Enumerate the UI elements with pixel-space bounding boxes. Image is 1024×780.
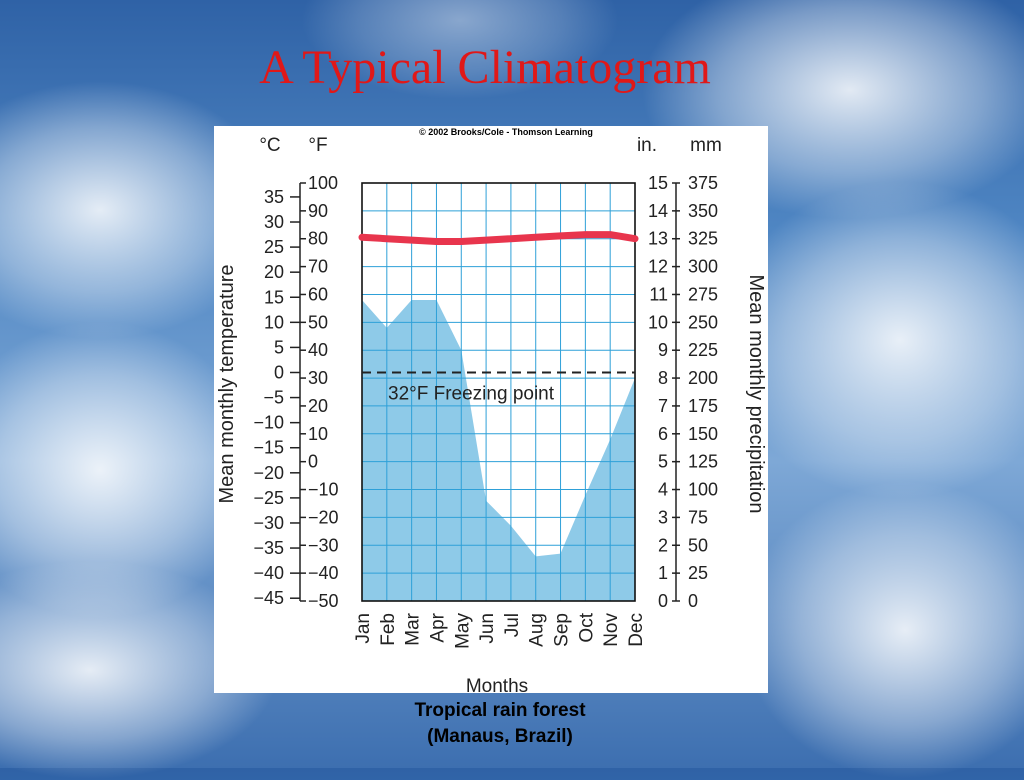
month-tick-label: Oct bbox=[576, 612, 597, 642]
mm-tick-label: 325 bbox=[688, 229, 718, 249]
inch-tick-label: 14 bbox=[648, 201, 668, 221]
chart-svg: © 2002 Brooks/Cole - Thomson Learning °C… bbox=[216, 127, 767, 693]
mm-tick-label: 150 bbox=[688, 424, 718, 444]
climatogram-chart: © 2002 Brooks/Cole - Thomson Learning °C… bbox=[214, 126, 768, 693]
mm-tick-label: 100 bbox=[688, 480, 718, 500]
month-tick-label: Sep bbox=[552, 613, 573, 647]
fahrenheit-tick-label: 40 bbox=[308, 340, 328, 360]
inch-tick-label: 9 bbox=[658, 340, 668, 360]
mm-tick-label: 125 bbox=[688, 452, 718, 472]
month-tick-label: Aug bbox=[527, 613, 548, 647]
month-tick-label: Nov bbox=[601, 613, 622, 647]
month-tick-label: Jun bbox=[477, 613, 498, 644]
precipitation-area bbox=[362, 300, 635, 601]
celsius-tick-label: −20 bbox=[253, 463, 284, 483]
fahrenheit-tick-label: 10 bbox=[308, 424, 328, 444]
inch-tick-label: 0 bbox=[658, 591, 668, 611]
celsius-tick-label: 0 bbox=[274, 362, 284, 382]
fahrenheit-tick-label: 70 bbox=[308, 257, 328, 277]
fahrenheit-tick-label: 90 bbox=[308, 201, 328, 221]
celsius-tick-label: −25 bbox=[253, 488, 284, 508]
y-axis-left-title: Mean monthly temperature bbox=[216, 264, 238, 503]
mm-tick-label: 250 bbox=[688, 312, 718, 332]
celsius-tick-label: −35 bbox=[253, 538, 284, 558]
inch-tick-label: 1 bbox=[658, 563, 668, 583]
inch-tick-label: 12 bbox=[648, 257, 668, 277]
celsius-tick-label: −10 bbox=[253, 413, 284, 433]
inches-unit-label: in. bbox=[637, 135, 657, 156]
fahrenheit-tick-label: 80 bbox=[308, 229, 328, 249]
fahrenheit-tick-label: 30 bbox=[308, 368, 328, 388]
freezing-point-label: 32°F Freezing point bbox=[388, 383, 555, 404]
inch-tick-label: 10 bbox=[648, 312, 668, 332]
celsius-tick-label: 30 bbox=[264, 212, 284, 232]
celsius-tick-label: −5 bbox=[263, 388, 284, 408]
celsius-unit-label: °C bbox=[259, 135, 280, 156]
month-tick-label: Dec bbox=[626, 613, 647, 647]
mm-tick-label: 225 bbox=[688, 340, 718, 360]
mm-unit-label: mm bbox=[690, 135, 722, 156]
y-axis-right-title: Mean monthly precipitation bbox=[745, 274, 767, 513]
inch-tick-label: 2 bbox=[658, 535, 668, 555]
slide-title: A Typical Climatogram bbox=[259, 41, 711, 94]
caption-line-1: Tropical rain forest bbox=[414, 700, 586, 721]
fahrenheit-unit-label: °F bbox=[308, 135, 327, 156]
fahrenheit-tick-label: −30 bbox=[308, 535, 339, 555]
mm-tick-label: 200 bbox=[688, 368, 718, 388]
x-axis-title: Months bbox=[466, 676, 528, 693]
celsius-tick-label: 15 bbox=[264, 287, 284, 307]
mm-tick-label: 375 bbox=[688, 173, 718, 193]
mm-tick-label: 50 bbox=[688, 535, 708, 555]
mm-tick-label: 350 bbox=[688, 201, 718, 221]
fahrenheit-tick-label: −50 bbox=[308, 591, 339, 611]
celsius-tick-label: 25 bbox=[264, 237, 284, 257]
celsius-tick-label: 35 bbox=[264, 187, 284, 207]
month-tick-label: Apr bbox=[428, 612, 449, 642]
celsius-tick-label: 5 bbox=[274, 337, 284, 357]
fahrenheit-tick-label: 20 bbox=[308, 396, 328, 416]
fahrenheit-tick-label: 60 bbox=[308, 284, 328, 304]
mm-tick-label: 275 bbox=[688, 284, 718, 304]
inch-tick-label: 4 bbox=[658, 480, 668, 500]
month-tick-label: Feb bbox=[378, 613, 399, 646]
inch-tick-label: 11 bbox=[649, 284, 668, 304]
celsius-tick-label: −45 bbox=[253, 588, 284, 608]
celsius-tick-label: −15 bbox=[253, 438, 284, 458]
inch-tick-label: 13 bbox=[648, 229, 668, 249]
mm-tick-label: 0 bbox=[688, 591, 698, 611]
fahrenheit-tick-label: 50 bbox=[308, 312, 328, 332]
celsius-tick-label: −30 bbox=[253, 513, 284, 533]
inch-tick-label: 15 bbox=[648, 173, 668, 193]
inch-tick-label: 5 bbox=[658, 452, 668, 472]
month-tick-label: May bbox=[452, 613, 473, 649]
mm-tick-label: 75 bbox=[688, 507, 708, 527]
temperature-line bbox=[358, 231, 639, 245]
fahrenheit-tick-label: −40 bbox=[308, 563, 339, 583]
fahrenheit-tick-label: −10 bbox=[308, 480, 339, 500]
mm-tick-label: 300 bbox=[688, 257, 718, 277]
fahrenheit-tick-label: 0 bbox=[308, 452, 318, 472]
month-tick-label: Jan bbox=[353, 613, 374, 644]
month-tick-label: Jul bbox=[502, 613, 523, 637]
celsius-tick-label: 10 bbox=[264, 312, 284, 332]
inch-tick-label: 8 bbox=[658, 368, 668, 388]
inch-tick-label: 3 bbox=[658, 507, 668, 527]
inch-tick-label: 6 bbox=[658, 424, 668, 444]
celsius-tick-label: −40 bbox=[253, 563, 284, 583]
mm-tick-label: 175 bbox=[688, 396, 718, 416]
plot-frame bbox=[361, 182, 636, 602]
mm-tick-label: 25 bbox=[688, 563, 708, 583]
fahrenheit-tick-label: −20 bbox=[308, 507, 339, 527]
caption-line-2: (Manaus, Brazil) bbox=[427, 726, 573, 747]
copyright-text: © 2002 Brooks/Cole - Thomson Learning bbox=[419, 127, 593, 137]
month-tick-label: Mar bbox=[403, 612, 424, 645]
fahrenheit-tick-label: 100 bbox=[308, 173, 338, 193]
inch-tick-label: 7 bbox=[658, 396, 668, 416]
celsius-tick-label: 20 bbox=[264, 262, 284, 282]
